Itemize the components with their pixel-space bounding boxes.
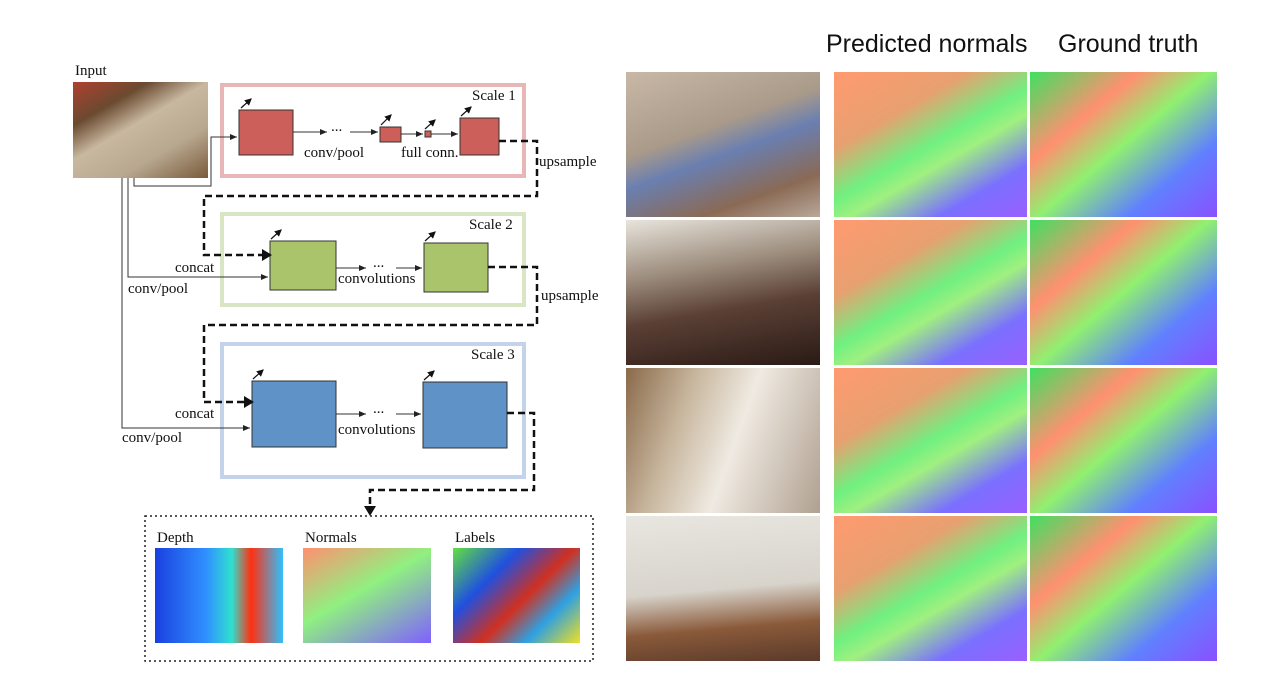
scale2-box [220, 212, 526, 307]
predicted-normals-header: Predicted normals [826, 30, 1028, 58]
upsample-label: upsample [539, 154, 597, 170]
arrowhead-icon [262, 249, 272, 261]
scale1-block [379, 126, 402, 143]
arrowhead-icon [364, 506, 376, 516]
scale1-box [220, 83, 526, 178]
convolutions-label: convolutions [338, 422, 416, 438]
conv-pool-label: conv/pool [122, 430, 182, 446]
param-arrow-icon [424, 231, 436, 242]
full-conn-label: full conn. [401, 145, 459, 161]
input-photo [626, 516, 820, 661]
param-arrow-icon [423, 370, 435, 381]
scale1-block [424, 130, 432, 138]
param-arrow-icon [380, 114, 392, 126]
param-arrow-icon [424, 119, 436, 130]
scale2-block [423, 242, 489, 293]
conv-pool-label: conv/pool [128, 281, 188, 297]
scale2-block [269, 240, 337, 291]
predicted-normals-image [834, 516, 1027, 661]
scale1-block [238, 109, 294, 156]
scale1-input-line [133, 134, 237, 187]
labels-label: Labels [455, 530, 495, 546]
scale3-title: Scale 3 [471, 347, 515, 363]
param-arrow-icon [240, 98, 252, 109]
scale3-block [251, 380, 337, 448]
scale2-title: Scale 2 [469, 217, 513, 233]
input-photo [626, 368, 820, 513]
param-arrow-icon [270, 229, 282, 240]
concat-label: concat [175, 260, 215, 276]
upsample-label: upsample [541, 288, 599, 304]
normals-output-image [303, 548, 431, 643]
output-box [144, 515, 594, 662]
ground-truth-image [1030, 516, 1217, 661]
concat-label: concat [175, 406, 215, 422]
convolutions-label: convolutions [338, 271, 416, 287]
labels-output-image [453, 548, 580, 643]
input-photo [626, 72, 820, 217]
ellipsis: ... [373, 401, 385, 417]
output-path [368, 411, 536, 508]
ground-truth-image [1030, 72, 1217, 217]
arrowhead-icon [244, 396, 254, 408]
predicted-normals-image [834, 72, 1027, 217]
input-image [73, 82, 208, 178]
ellipsis: ... [331, 119, 343, 135]
scale1-title: Scale 1 [472, 88, 516, 104]
param-arrow-icon [460, 106, 472, 117]
scale1-block [459, 117, 500, 156]
input-photo [626, 220, 820, 365]
predicted-normals-image [834, 220, 1027, 365]
architecture-diagram [121, 83, 594, 662]
predicted-normals-image [834, 368, 1027, 513]
scale3-box [220, 342, 526, 479]
ground-truth-image [1030, 368, 1217, 513]
ground-truth-header: Ground truth [1058, 30, 1199, 58]
scale3-input-line [121, 178, 250, 431]
scale2-input-line [127, 178, 268, 280]
input-label: Input [75, 63, 107, 79]
ground-truth-image [1030, 220, 1217, 365]
upsample-path-2 [202, 265, 539, 404]
param-arrow-icon [252, 369, 264, 380]
scale3-block [422, 381, 508, 449]
depth-output-image [155, 548, 283, 643]
upsample-path-1 [202, 139, 539, 257]
depth-label: Depth [157, 530, 194, 546]
conv-pool-label: conv/pool [304, 145, 364, 161]
ellipsis: ... [373, 255, 385, 271]
normals-label: Normals [305, 530, 357, 546]
